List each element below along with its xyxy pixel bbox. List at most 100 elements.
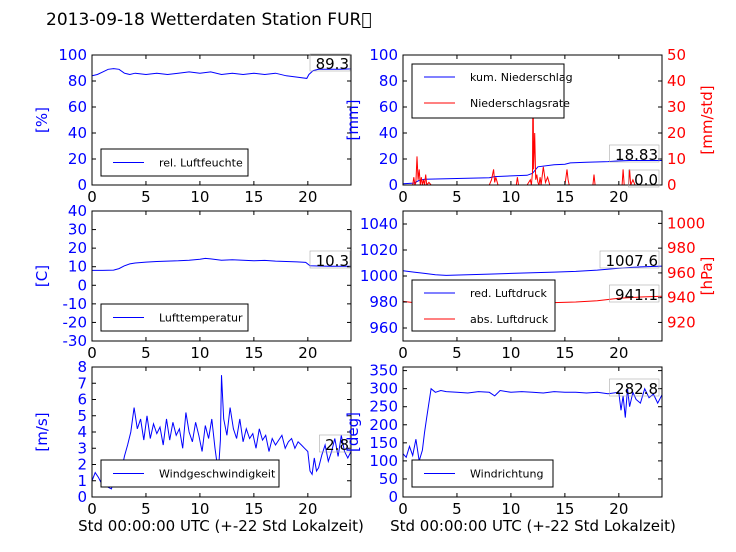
x-tick-label-humidity: 15 — [244, 188, 263, 206]
annotation-box-pressure — [599, 250, 660, 269]
y-tick-label-windspeed: 6 — [77, 391, 87, 409]
chart-title: 2013-09-18 Wetterdaten Station FUR  — [46, 10, 372, 30]
y-tick-label-temperature: -20 — [63, 313, 88, 331]
annotation-box-winddirection — [609, 378, 660, 397]
y-tick-label-winddirection: 100 — [369, 452, 398, 470]
legend-humidity: rel. Luftfeuchte — [100, 148, 249, 177]
legend-label-winddirection: Windrichtung — [470, 468, 543, 481]
legend-temperature: Lufttemperatur — [100, 303, 249, 332]
series-line-pressure-0 — [403, 265, 662, 276]
legend-label-pressure: abs. Luftdruck — [470, 313, 549, 326]
x-tick-label-windspeed: 0 — [87, 500, 97, 518]
x-tick-label-pressure: 0 — [398, 344, 408, 362]
x-tick-label-winddirection: 10 — [501, 500, 520, 518]
y-tick-label-winddirection: 50 — [379, 470, 398, 488]
panel-windspeed: 0 5 10 15 20012345678[m/s]Windgeschwindigkei… — [33, 358, 352, 518]
y-tick-label-temperature: 0 — [77, 276, 87, 294]
y-tick-label-pressure: 1040 — [360, 215, 398, 233]
annotation-box-windspeed — [319, 434, 351, 453]
x-tick-label-winddirection: 15 — [555, 500, 574, 518]
y2-tick-label-rain: 20 — [667, 124, 686, 142]
y-tick-label-winddirection: 0 — [388, 488, 398, 506]
legend-label-pressure: red. Luftdruck — [470, 287, 547, 300]
x-tick-label-windspeed: 10 — [190, 500, 209, 518]
y-axis-label-temperature: [C] — [33, 265, 51, 287]
y-tick-label-rain: 20 — [379, 150, 398, 168]
x-tick-label-humidity: 20 — [298, 188, 317, 206]
x-tick-label-temperature: 20 — [298, 344, 317, 362]
y-tick-label-humidity: 20 — [68, 150, 87, 168]
legend-label-humidity: rel. Luftfeuchte — [159, 157, 243, 170]
y-tick-label-rain: 80 — [379, 72, 398, 90]
y-axis-label-rain: [mm] — [344, 100, 362, 141]
y-tick-label-rain: 60 — [379, 98, 398, 116]
y-tick-label-pressure: 1000 — [360, 267, 398, 285]
annotation-value-winddirection: 282.8 — [615, 380, 658, 398]
y2-tick-label-pressure: 1000 — [667, 214, 705, 232]
annotation-box-humidity — [309, 53, 351, 72]
y-tick-label-rain: 100 — [369, 46, 398, 64]
x-tick-label-humidity: 10 — [190, 188, 209, 206]
panel-temperature: 0 5 10 15 20-30-20-10010203040[C]Lufttempera… — [33, 202, 352, 362]
y-tick-label-humidity: 100 — [58, 46, 87, 64]
y2-tick-label-rain: 10 — [667, 150, 686, 168]
y-tick-label-pressure: 980 — [369, 293, 398, 311]
series-line-rain-1 — [403, 65, 662, 185]
y-tick-label-windspeed: 0 — [77, 488, 87, 506]
axes-frame-temperature — [91, 210, 352, 342]
axes-frame-humidity — [91, 54, 352, 186]
y-tick-label-temperature: 30 — [68, 221, 87, 239]
y2-axis-label-pressure: [hPa] — [698, 257, 716, 296]
y2-axis-label-rain: [mm/std] — [698, 85, 716, 154]
legend-rain: kum. Niederschlag Niederschlagsrate — [411, 63, 573, 119]
x-tick-label-windspeed: 15 — [244, 500, 263, 518]
y2-tick-label-pressure: 920 — [667, 313, 696, 331]
x-axis-label-left: Std 00:00:00 UTC (+-22 Std Lokalzeit) — [78, 517, 364, 535]
y2-tick-label-pressure: 980 — [667, 239, 696, 257]
panel-winddirection: 0 5 10 15 20050100150200250300350[deg]Windri… — [344, 362, 663, 518]
y-axis-label-windspeed: [m/s] — [33, 412, 51, 451]
y-tick-label-pressure: 1020 — [360, 241, 398, 259]
annotation-value-windspeed: 2.8 — [325, 436, 349, 454]
y-tick-label-winddirection: 350 — [369, 362, 398, 380]
y-tick-label-windspeed: 2 — [77, 456, 87, 474]
x-tick-label-winddirection: 20 — [609, 500, 628, 518]
x-tick-label-temperature: 10 — [190, 344, 209, 362]
annotation-box-rain — [628, 169, 660, 188]
y-tick-label-winddirection: 200 — [369, 416, 398, 434]
series-line-winddirection-0 — [403, 387, 662, 462]
x-tick-label-winddirection: 0 — [398, 500, 408, 518]
y-tick-label-temperature: 10 — [68, 258, 87, 276]
legend-label-rain: Niederschlagsrate — [470, 97, 570, 110]
x-tick-label-rain: 0 — [398, 188, 408, 206]
x-axis-label-right: Std 00:00:00 UTC (+-22 Std Lokalzeit) — [390, 517, 676, 535]
y2-tick-label-rain: 30 — [667, 98, 686, 116]
x-tick-label-temperature: 0 — [87, 344, 97, 362]
annotation-value-humidity: 89.3 — [316, 55, 349, 73]
annotation-value-temperature: 10.3 — [316, 252, 349, 270]
y-axis-label-winddirection: [deg] — [344, 412, 362, 452]
annotation-value-rain: 0.0 — [634, 171, 658, 189]
x-tick-label-pressure: 5 — [452, 344, 462, 362]
y-tick-label-pressure: 960 — [369, 319, 398, 337]
panel-pressure: 0 5 10 15 20 960 980 1000 1020 1040 920 940 960 980 10… — [360, 210, 716, 362]
legend-winddirection: Windrichtung — [411, 459, 554, 488]
y-tick-label-temperature: 20 — [68, 239, 87, 257]
x-tick-label-humidity: 0 — [87, 188, 97, 206]
legend-box-rain — [411, 63, 565, 119]
y-tick-label-windspeed: 8 — [77, 358, 87, 376]
legend-windspeed: Windgeschwindigkeit — [100, 459, 280, 488]
annotation-value-pressure: 1007.6 — [606, 252, 659, 270]
y-tick-label-windspeed: 7 — [77, 374, 87, 392]
y-tick-label-winddirection: 300 — [369, 380, 398, 398]
y-tick-label-humidity: 80 — [68, 72, 87, 90]
y-tick-label-winddirection: 250 — [369, 398, 398, 416]
y2-tick-label-rain: 50 — [667, 46, 686, 64]
y-tick-label-windspeed: 4 — [77, 423, 87, 441]
series-line-windspeed-0 — [92, 375, 351, 490]
x-tick-label-winddirection: 5 — [452, 500, 462, 518]
y-tick-label-windspeed: 5 — [77, 407, 87, 425]
y-tick-label-temperature: -30 — [63, 332, 88, 350]
y-tick-label-humidity: 0 — [77, 176, 87, 194]
